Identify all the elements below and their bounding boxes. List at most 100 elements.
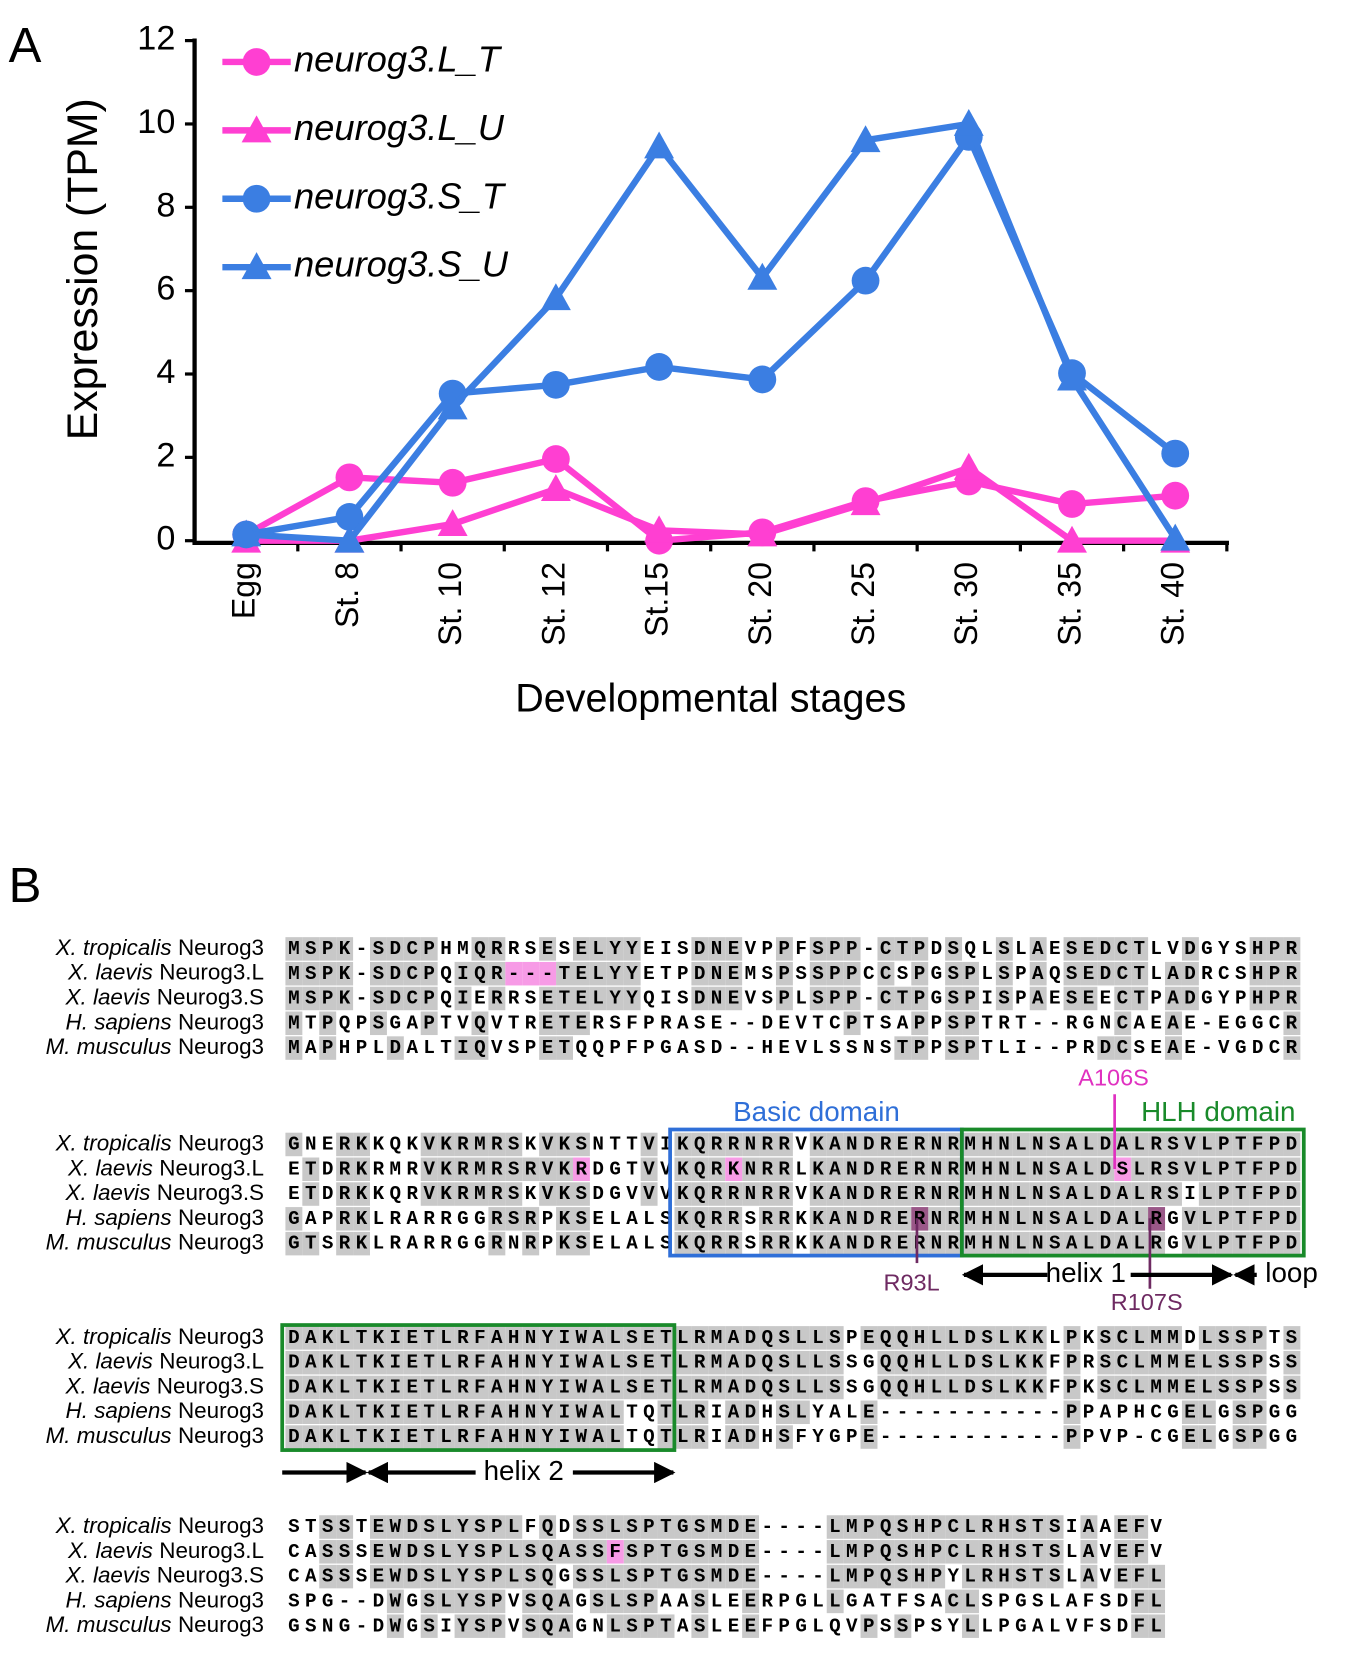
species-italic: X. laevis <box>67 1538 153 1563</box>
conserved-shade <box>1063 1326 1081 1350</box>
conserved-shade <box>691 937 709 961</box>
conserved-shade <box>691 1132 709 1157</box>
conserved-shade <box>1148 1614 1166 1638</box>
conserved-shade <box>911 1157 929 1182</box>
conserved-shade <box>1131 1157 1149 1182</box>
conserved-shade <box>539 1589 557 1614</box>
conserved-shade <box>505 1564 523 1589</box>
conserved-shade <box>708 1231 726 1256</box>
species-gene: Neurog3 <box>178 1009 264 1034</box>
domain-label: HLH domain <box>1141 1096 1295 1127</box>
sequence: MTPQPSGAPTVQVTRETERSFPRASE--DEVTCPTSAPPS… <box>288 1012 1302 1034</box>
conserved-shade <box>725 1540 743 1564</box>
conserved-shade <box>606 961 624 986</box>
conserved-shade <box>995 1132 1013 1157</box>
conserved-shade <box>1249 937 1267 961</box>
conserved-shade <box>843 1515 861 1539</box>
conserved-shade <box>894 1182 912 1206</box>
conserved-shade <box>1266 1231 1284 1256</box>
conserved-shade <box>928 1182 946 1206</box>
conserved-shade <box>911 1011 929 1036</box>
conserved-shade <box>369 1011 387 1036</box>
conserved-shade <box>302 1350 320 1375</box>
conserved-shade <box>708 961 726 986</box>
conserved-shade <box>877 937 895 961</box>
conserved-shade <box>556 1400 573 1425</box>
conserved-shade <box>725 1425 743 1449</box>
conserved-shade <box>843 961 861 986</box>
conserved-shade <box>589 1400 607 1425</box>
conserved-shade <box>1249 1132 1267 1157</box>
conserved-shade <box>995 961 1013 986</box>
conserved-shade <box>978 1515 996 1539</box>
conserved-shade <box>369 1375 387 1400</box>
conserved-shade <box>1249 1231 1267 1256</box>
conserved-shade <box>1148 1326 1166 1350</box>
conserved-shade <box>505 1157 523 1182</box>
conserved-shade <box>962 1157 979 1182</box>
conserved-shade <box>1114 1540 1132 1564</box>
conserved-shade <box>860 1564 878 1589</box>
x-tick-label: St. 20 <box>742 562 778 646</box>
conserved-shade <box>454 1614 472 1638</box>
conserved-shade <box>640 1540 658 1564</box>
species-label: X. laevis Neurog3.L <box>67 1155 264 1180</box>
conserved-shade <box>1029 1375 1047 1400</box>
conserved-shade <box>775 961 793 986</box>
conserved-shade <box>809 1207 827 1231</box>
sequence: DAKLTKIETLRFAHNYIWALTQTLRIADHSLYALE-----… <box>288 1401 1302 1423</box>
conserved-shade <box>640 1326 658 1350</box>
conserved-shade <box>539 937 557 961</box>
conserved-shade <box>572 961 590 986</box>
conserved-shade <box>1283 1326 1301 1350</box>
conserved-shade <box>471 1350 489 1375</box>
conserved-shade <box>1198 1231 1216 1256</box>
conserved-shade <box>1148 1589 1166 1614</box>
conserved-shade <box>1181 937 1199 961</box>
triangle-marker <box>1057 525 1087 553</box>
conserved-shade <box>708 1515 726 1539</box>
conserved-shade <box>386 1326 404 1350</box>
conserved-shade <box>826 1564 844 1589</box>
species-label: X. tropicalis Neurog3 <box>55 1513 264 1538</box>
conserved-shade <box>471 961 489 986</box>
conserved-shade <box>369 1515 387 1539</box>
conserved-shade <box>742 1614 760 1638</box>
conserved-shade <box>420 1157 438 1182</box>
conserved-shade <box>1181 1375 1199 1400</box>
conserved-shade <box>1080 1540 1098 1564</box>
conserved-shade <box>640 1564 658 1589</box>
sequence: DAKLTKIETLRFAHNYIWALSETLRMADQSLLSSGQQHLL… <box>288 1377 1302 1399</box>
conserved-shade <box>1266 1157 1284 1182</box>
conserved-shade <box>1165 1350 1182 1375</box>
conserved-shade <box>1232 1182 1250 1206</box>
conserved-shade <box>843 986 861 1011</box>
species-italic: X. laevis <box>67 1155 153 1180</box>
conserved-shade <box>691 1425 709 1449</box>
conserved-shade <box>1198 1425 1216 1449</box>
conserved-shade <box>589 1540 607 1564</box>
conserved-shade <box>691 1231 709 1256</box>
conserved-shade <box>572 1400 590 1425</box>
conserved-shade <box>1249 1400 1267 1425</box>
conserved-shade <box>1080 1515 1098 1539</box>
conserved-shade <box>1029 1326 1047 1350</box>
conserved-shade <box>792 1375 810 1400</box>
conserved-shade <box>843 1182 861 1206</box>
conserved-shade <box>860 1425 878 1449</box>
conserved-shade <box>1198 1182 1216 1206</box>
conserved-shade <box>725 1375 743 1400</box>
conserved-shade <box>911 1182 929 1206</box>
conserved-shade <box>860 1614 878 1638</box>
conserved-shade <box>945 1207 963 1231</box>
conserved-shade <box>437 1425 455 1449</box>
conserved-shade <box>623 1350 641 1375</box>
conserved-shade <box>522 1375 540 1400</box>
species-italic: X. tropicalis <box>55 935 172 960</box>
circle-marker <box>748 365 777 394</box>
circle-marker <box>851 266 880 295</box>
sequence: GNERKKQKVKRMRSKVKSNTTVIKQRRNRRVKANDRERNR… <box>288 1134 1302 1156</box>
mutation-label: A106S <box>1078 1064 1149 1090</box>
conserved-shade <box>877 961 895 986</box>
sequence: STSSTEWDSLYSPLFQDSSLSPTGSMDE----LMPQSHPC… <box>288 1516 1167 1538</box>
